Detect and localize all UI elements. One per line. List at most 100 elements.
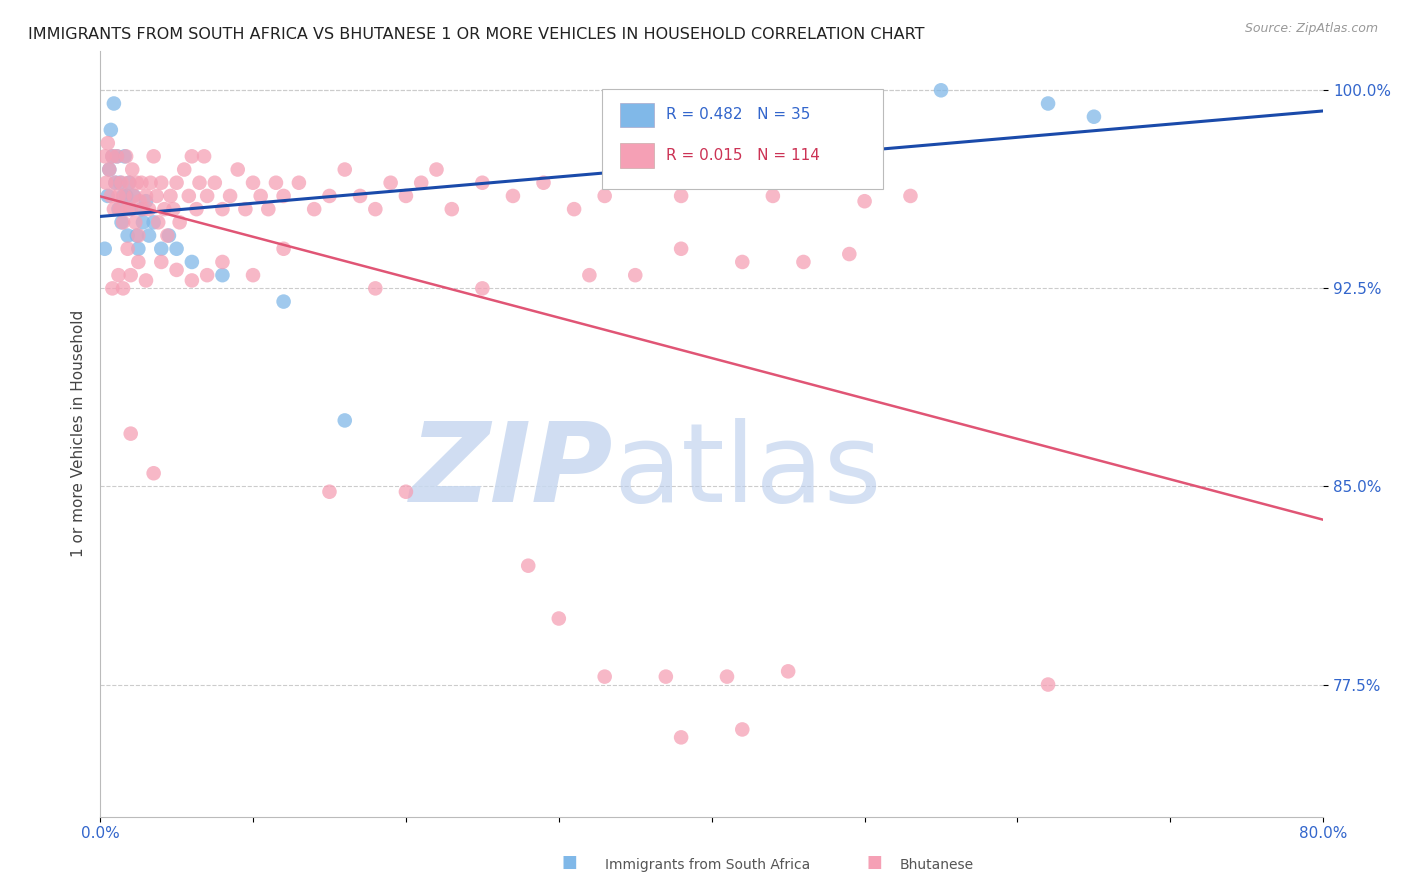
Point: [110, 176, 132, 190]
Point: [195, 189, 218, 203]
Point: [1036, 677, 1059, 691]
Point: [502, 189, 524, 203]
Point: [731, 723, 754, 737]
Point: [120, 202, 142, 216]
Point: [105, 149, 128, 163]
Point: [257, 202, 280, 216]
Point: [900, 189, 922, 203]
Point: [395, 189, 418, 203]
Point: [838, 247, 860, 261]
Text: ■: ■: [866, 853, 883, 871]
Text: R = 0.015   N = 114: R = 0.015 N = 114: [666, 148, 820, 163]
Point: [159, 189, 181, 203]
Point: [135, 273, 157, 287]
Point: [166, 242, 188, 256]
Point: [471, 281, 494, 295]
Point: [853, 194, 876, 209]
Point: [104, 176, 127, 190]
Point: [98, 162, 121, 177]
Point: [173, 162, 195, 177]
Point: [188, 176, 211, 190]
Point: [100, 189, 122, 203]
Point: [731, 255, 754, 269]
Point: [762, 189, 785, 203]
Point: [153, 202, 176, 216]
Point: [115, 189, 138, 203]
Point: [273, 189, 295, 203]
Point: [273, 242, 295, 256]
Point: [110, 215, 132, 229]
Point: [122, 189, 145, 203]
Point: [107, 202, 129, 216]
Point: [117, 242, 139, 256]
Point: [333, 162, 356, 177]
Text: IMMIGRANTS FROM SOUTH AFRICA VS BHUTANESE 1 OR MORE VEHICLES IN HOUSEHOLD CORREL: IMMIGRANTS FROM SOUTH AFRICA VS BHUTANES…: [28, 27, 925, 42]
Point: [395, 484, 418, 499]
Point: [533, 176, 555, 190]
Point: [669, 242, 692, 256]
FancyBboxPatch shape: [602, 89, 883, 188]
Point: [219, 189, 242, 203]
Point: [142, 149, 165, 163]
Point: [180, 273, 202, 287]
Point: [120, 268, 142, 282]
Point: [117, 228, 139, 243]
Bar: [620, 103, 654, 128]
Point: [624, 268, 647, 282]
Point: [112, 281, 135, 295]
Point: [778, 665, 800, 679]
Point: [132, 215, 155, 229]
Point: [127, 255, 149, 269]
Text: atlas: atlas: [614, 418, 883, 525]
Text: Bhutanese: Bhutanese: [900, 858, 974, 872]
Point: [318, 189, 340, 203]
Point: [142, 467, 165, 481]
Point: [180, 149, 202, 163]
Point: [114, 189, 136, 203]
Point: [122, 189, 145, 203]
Point: [150, 176, 173, 190]
Point: [124, 215, 146, 229]
Point: [1036, 96, 1059, 111]
Point: [125, 176, 148, 190]
Point: [98, 162, 121, 177]
Point: [364, 281, 387, 295]
Point: [655, 670, 678, 684]
Point: [929, 83, 952, 97]
Point: [440, 202, 463, 216]
Point: [127, 242, 149, 256]
Point: [103, 96, 125, 111]
Y-axis label: 1 or more Vehicles in Household: 1 or more Vehicles in Household: [72, 310, 86, 558]
Point: [101, 149, 124, 163]
Point: [108, 176, 131, 190]
Point: [125, 228, 148, 243]
Point: [107, 189, 129, 203]
Point: [166, 176, 188, 190]
Point: [121, 162, 143, 177]
Point: [318, 484, 340, 499]
Point: [114, 149, 136, 163]
Point: [101, 149, 124, 163]
Point: [138, 228, 160, 243]
Point: [120, 426, 142, 441]
Text: R = 0.482   N = 35: R = 0.482 N = 35: [666, 107, 811, 121]
Text: Immigrants from South Africa: Immigrants from South Africa: [605, 858, 810, 872]
Point: [148, 215, 170, 229]
Point: [226, 162, 249, 177]
Point: [186, 202, 208, 216]
Point: [166, 263, 188, 277]
Point: [93, 242, 115, 256]
Point: [235, 202, 257, 216]
Point: [211, 202, 233, 216]
Point: [105, 149, 128, 163]
Point: [118, 176, 141, 190]
Point: [120, 202, 142, 216]
Point: [127, 228, 149, 243]
Point: [669, 189, 692, 203]
Point: [162, 202, 184, 216]
Point: [93, 149, 115, 163]
Point: [157, 228, 180, 243]
Point: [103, 202, 125, 216]
Point: [380, 176, 402, 190]
Point: [193, 149, 215, 163]
